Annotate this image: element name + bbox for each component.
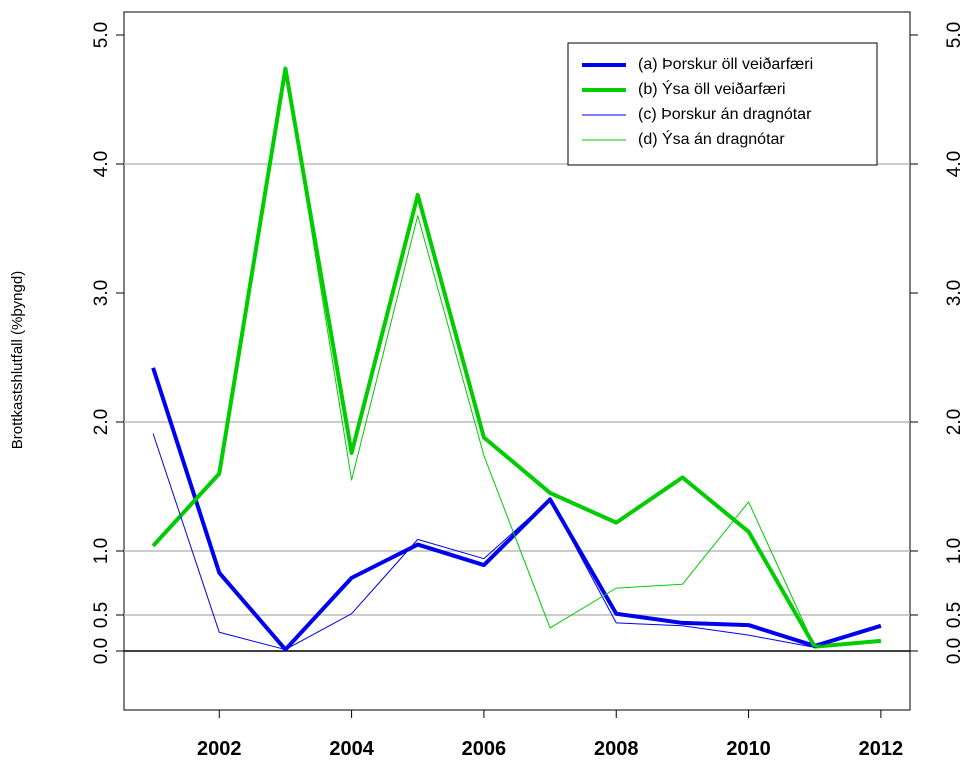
x-tick-label: 2002	[197, 738, 242, 760]
y2-tick-label: 1.0	[944, 538, 965, 564]
series-line	[151, 367, 882, 652]
y2-tick-label: 4.0	[944, 151, 965, 177]
y-tick-label: 2.0	[91, 409, 112, 435]
legend-label: (a) Þorskur öll veiðarfæri	[638, 56, 813, 73]
x-tick-label: 2006	[462, 738, 507, 760]
y-tick-label: 1.0	[91, 538, 112, 564]
y2-tick-label: 5.0	[944, 22, 965, 48]
series-line	[152, 68, 881, 648]
y-axis-label: Brottkastshlutfall (%þyngd)	[9, 271, 26, 449]
y2-tick-label: 0.5	[944, 602, 965, 628]
y-tick-label: 4.0	[91, 151, 112, 177]
y2-tick-label: 0.0	[944, 638, 965, 664]
x-tick-label: 2010	[726, 738, 771, 760]
y2-tick-label: 2.0	[944, 409, 965, 435]
y-tick-label: 5.0	[91, 22, 112, 48]
x-tick-label: 2012	[859, 738, 904, 760]
plot-frame	[123, 11, 911, 711]
x-tick-label: 2008	[594, 738, 639, 760]
series-line	[152, 433, 882, 651]
legend-label: (b) Ýsa öll veiðarfæri	[638, 79, 786, 98]
y2-tick-label: 3.0	[944, 280, 965, 306]
y-tick-label: 0.5	[91, 602, 112, 628]
y-tick-label: 0.0	[91, 638, 112, 664]
x-tick-label: 2004	[329, 738, 374, 760]
y-tick-label: 3.0	[91, 280, 112, 306]
legend-label: (d) Ýsa án dragnótar	[638, 129, 785, 148]
legend-label: (c) Þorskur án dragnótar	[638, 106, 812, 123]
